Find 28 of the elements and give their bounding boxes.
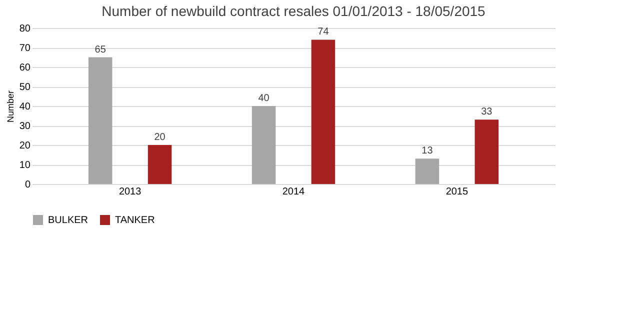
bar: [474, 120, 499, 184]
y-axis-title: Number: [5, 90, 16, 123]
data-label: 65: [94, 44, 106, 56]
data-label: 20: [154, 132, 166, 143]
legend-label: TANKER: [115, 215, 155, 226]
chart-title: Number of newbuild contract resales 01/01/2013 - 18/05/2015: [102, 3, 486, 19]
legend-label: BULKER: [48, 215, 88, 226]
bar: [311, 40, 336, 184]
data-label: 74: [318, 26, 330, 38]
x-tick-label: 2014: [282, 186, 306, 198]
y-tick-label: 20: [19, 140, 31, 152]
x-tick-label: 2015: [446, 186, 468, 198]
y-tick-label: 60: [19, 62, 31, 74]
y-tick-label: 10: [19, 160, 31, 171]
data-label: 33: [481, 106, 493, 118]
y-tick-label: 80: [19, 24, 31, 34]
bar: [252, 106, 276, 184]
y-tick-label: 70: [19, 43, 31, 54]
y-tick-label: 50: [19, 82, 31, 93]
data-label: 40: [258, 93, 270, 104]
bar: [88, 57, 112, 184]
y-tick-label: 30: [19, 121, 31, 132]
bar: [415, 158, 440, 184]
bar: [148, 145, 172, 184]
x-tick-label: 2013: [118, 186, 142, 198]
data-label: 13: [422, 146, 434, 157]
y-tick-label: 40: [19, 102, 31, 112]
y-tick-label: 0: [24, 180, 31, 190]
